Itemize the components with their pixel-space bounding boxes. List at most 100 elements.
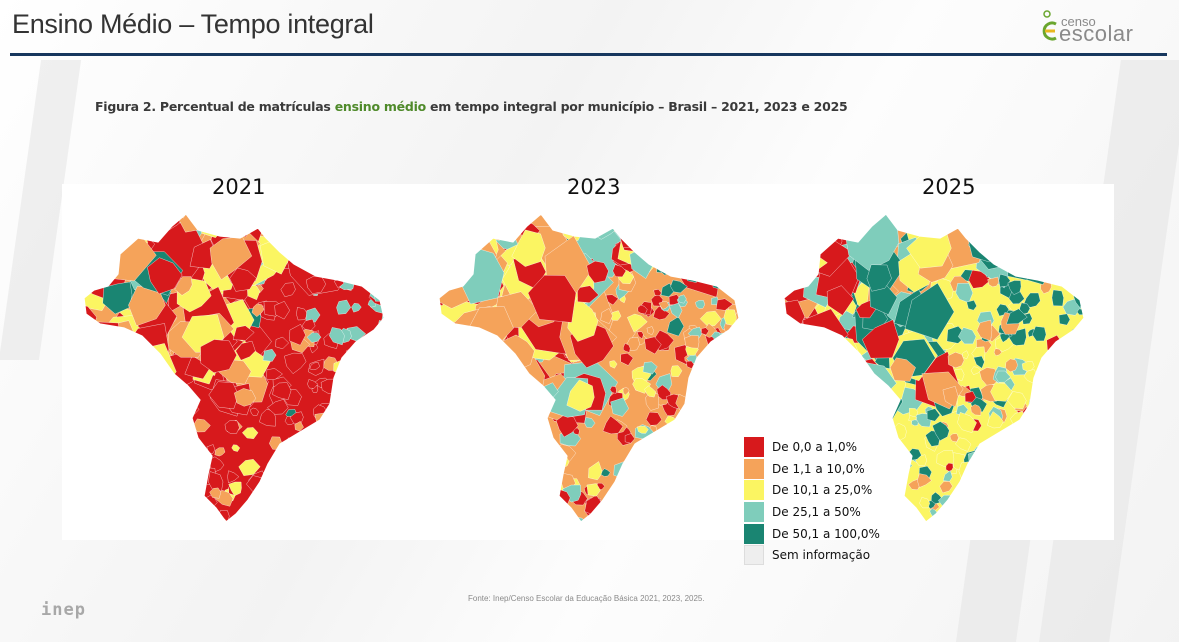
- municipality-cell: [329, 327, 345, 346]
- municipality-cell: [262, 349, 277, 362]
- municipality-cell: [377, 320, 384, 332]
- year-label-2025: 2025: [922, 175, 976, 199]
- municipality-cell: [1042, 474, 1059, 488]
- municipality-cell: [147, 430, 158, 446]
- municipality-cell: [984, 482, 993, 494]
- brazil-map-2021-svg: [83, 213, 390, 523]
- municipality-cell: [351, 303, 362, 313]
- municipality-cell: [699, 310, 722, 326]
- municipality-cell: [455, 329, 480, 357]
- municipality-cell: [1045, 464, 1060, 480]
- municipality-cell: [510, 500, 527, 514]
- municipality-cell: [784, 321, 813, 368]
- municipality-cell: [1067, 475, 1084, 490]
- municipality-cell: [643, 492, 661, 514]
- municipality-cell: [307, 379, 319, 389]
- municipality-cell: [684, 506, 698, 519]
- municipality-cell: [728, 331, 739, 349]
- municipality-cell: [1081, 345, 1084, 361]
- municipality-cell: [669, 514, 679, 522]
- municipality-cell: [919, 497, 930, 509]
- municipality-cell: [275, 336, 289, 349]
- municipality-cell: [493, 374, 543, 422]
- municipality-cell: [646, 497, 653, 505]
- municipality-cell: [825, 390, 853, 419]
- municipality-cell: [685, 231, 717, 261]
- municipality-cell: [673, 490, 690, 505]
- municipality-cell: [595, 518, 611, 522]
- municipality-cell: [698, 437, 709, 446]
- municipality-cell: [364, 365, 384, 387]
- municipality-cell: [475, 450, 493, 472]
- municipality-cell: [1081, 509, 1084, 522]
- country-outline: [438, 213, 740, 523]
- municipality-cell: [479, 485, 492, 495]
- legend-swatch: [744, 523, 764, 544]
- municipality-cell: [784, 324, 808, 362]
- municipality-cell: [672, 233, 718, 279]
- municipality-cell: [915, 454, 927, 467]
- municipality-cell: [209, 487, 221, 499]
- municipality-cell: [624, 433, 635, 444]
- municipality-cell: [1018, 445, 1040, 468]
- municipality-cell: [355, 433, 363, 442]
- municipality-cell: [270, 474, 290, 492]
- legend-label: De 1,1 a 10,0%: [772, 461, 865, 476]
- municipality-cell: [119, 503, 139, 520]
- municipality-cell: [299, 485, 312, 499]
- municipality-cell: [993, 214, 1013, 225]
- municipality-cell: [655, 214, 711, 263]
- municipality-cell: [301, 451, 312, 465]
- municipality-cell: [642, 497, 651, 506]
- municipality-cell: [150, 214, 165, 218]
- municipality-cell: [95, 359, 127, 390]
- municipality-cell: [706, 500, 724, 518]
- municipality-cell: [695, 300, 705, 309]
- municipality-cell: [999, 459, 1015, 475]
- municipality-cell: [614, 514, 622, 522]
- municipality-cell: [700, 442, 716, 456]
- municipality-cell: [102, 474, 116, 486]
- municipality-cell: [614, 214, 646, 228]
- municipality-cell: [466, 432, 487, 454]
- municipality-cell: [784, 214, 829, 236]
- municipality-cell: [1073, 425, 1084, 438]
- municipality-cell: [738, 395, 739, 407]
- municipality-cell: [1063, 220, 1084, 264]
- municipality-cell: [600, 308, 613, 324]
- municipality-cell: [165, 499, 182, 515]
- municipality-cell: [370, 384, 384, 399]
- municipality-cell: [293, 215, 332, 260]
- municipality-cell: [566, 379, 595, 412]
- municipality-cell: [228, 481, 242, 497]
- municipality-cell: [499, 403, 508, 412]
- municipality-cell: [721, 354, 739, 372]
- municipality-cell: [522, 421, 543, 441]
- municipality-cell: [1040, 512, 1055, 522]
- municipality-cell: [283, 507, 293, 516]
- municipality-cell: [473, 483, 483, 493]
- municipality-cell: [979, 367, 1000, 386]
- municipality-cell: [784, 330, 820, 374]
- municipality-cell: [296, 307, 309, 321]
- municipality-cell: [208, 471, 224, 492]
- municipality-cell: [172, 391, 194, 408]
- municipality-cell: [784, 214, 818, 261]
- municipality-cell: [1081, 341, 1084, 357]
- municipality-cell: [534, 425, 547, 439]
- municipality-cell: [993, 447, 1014, 464]
- municipality-cell: [229, 267, 257, 292]
- municipality-cell: [120, 430, 130, 441]
- municipality-cell: [484, 438, 493, 448]
- municipality-cell: [976, 319, 993, 342]
- municipality-cell: [1067, 503, 1076, 514]
- municipality-cell: [441, 329, 487, 371]
- municipality-cell: [620, 353, 634, 366]
- municipality-cell: [987, 276, 999, 287]
- municipality-cell: [648, 495, 663, 510]
- municipality-cell: [551, 508, 565, 518]
- municipality-cell: [243, 214, 267, 222]
- municipality-cell: [1058, 313, 1071, 326]
- municipality-cell: [1047, 464, 1064, 479]
- municipality-cell: [384, 440, 390, 449]
